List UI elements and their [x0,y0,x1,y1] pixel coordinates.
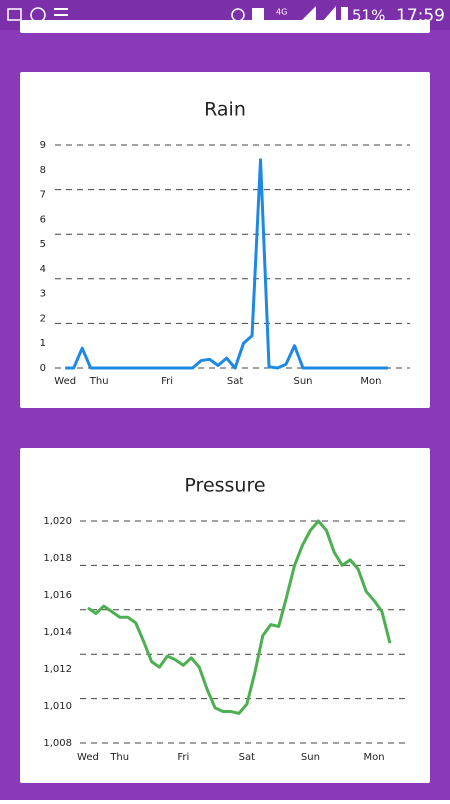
y-tick-label: 1 [40,338,46,349]
x-tick-label: Wed [54,376,76,387]
chart-title: Pressure [184,475,265,497]
y-tick-label: 5 [40,239,46,250]
y-tick-label: 8 [40,165,46,176]
network-label: 4G [276,8,287,17]
data-line [65,158,388,370]
y-tick-label: 1,010 [43,701,72,712]
gallery-icon [7,8,22,21]
x-tick-label: Sat [227,376,243,387]
y-tick-label: 1,020 [43,516,72,527]
x-tick-label: Fri [177,752,189,763]
x-tick-label: Sun [301,752,320,763]
x-tick-label: Thu [109,752,129,763]
y-tick-label: 1,018 [43,553,72,564]
sim-icon [252,8,264,22]
y-tick-label: 1,014 [43,627,72,638]
x-tick-label: Sun [293,376,312,387]
y-tick-label: 1,012 [43,664,72,675]
signal-icon [300,6,316,22]
y-tick-label: 6 [40,214,46,225]
signal-icon [322,6,336,22]
y-tick-label: 1,016 [43,590,72,601]
x-tick-label: Mon [363,752,384,763]
y-tick-label: 9 [40,140,46,151]
card [20,20,430,33]
chart-title: Rain [204,99,246,121]
y-tick-label: 0 [40,363,46,374]
y-tick-label: 3 [40,289,46,300]
x-tick-label: Sat [239,752,255,763]
x-tick-label: Mon [360,376,381,387]
y-tick-label: 4 [40,264,46,275]
card [20,448,430,783]
data-line [87,519,392,715]
x-tick-label: Thu [89,376,109,387]
y-tick-label: 2 [40,313,46,324]
y-tick-label: 1,008 [43,738,72,749]
card [20,72,430,408]
x-tick-label: Fri [161,376,173,387]
battery-icon [341,7,348,22]
y-tick-label: 7 [40,190,46,201]
x-tick-label: Wed [77,752,99,763]
